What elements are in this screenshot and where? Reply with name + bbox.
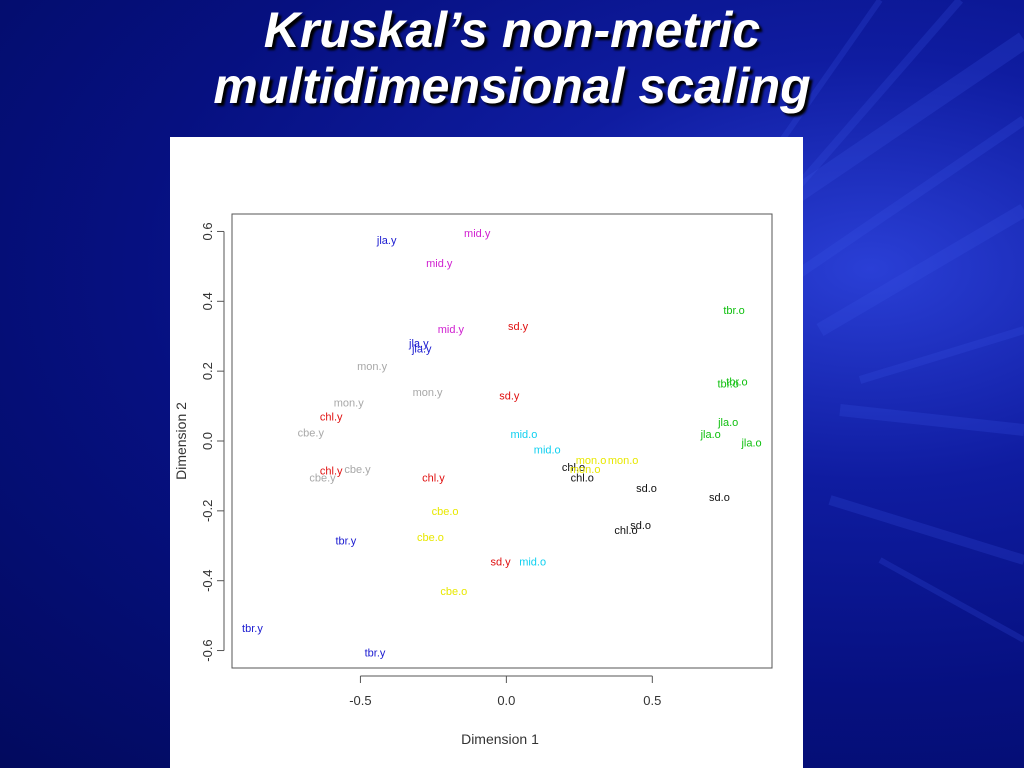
y-tick-label: -0.6 (200, 639, 215, 661)
point-label: mid.o (534, 445, 561, 457)
point-label: mid.y (426, 258, 453, 270)
chart-panel: -0.5 0.0 0.5 -0.6 -0.4 -0.2 0.0 0.2 0.4 0.6 jla.… (170, 137, 803, 768)
y-tick-label: 0.4 (200, 292, 215, 310)
point-label: mon.y (413, 387, 443, 399)
x-axis-title: Dimension 1 (461, 731, 539, 747)
mds-scatter-chart: -0.5 0.0 0.5 -0.6 -0.4 -0.2 0.0 0.2 0.4 0.6 jla.… (173, 213, 773, 747)
y-tick-label: 0.2 (200, 362, 215, 380)
point-label: mon.o (570, 464, 601, 476)
point-label: mon.y (334, 398, 364, 410)
point-label: chl.o (562, 462, 585, 474)
y-axis: -0.6 -0.4 -0.2 0.0 0.2 0.4 0.6 (200, 222, 225, 662)
point-label: mid.o (519, 556, 546, 568)
point-label: mon.y (357, 361, 387, 373)
point-label: sd.o (709, 492, 730, 504)
x-tick-label: 0.5 (643, 693, 661, 708)
point-label: jla.o (717, 417, 738, 429)
point-label: tbr.o (726, 377, 747, 389)
point-label: jla.y (376, 235, 397, 247)
point-label: cbe.o (417, 532, 444, 544)
point-label: cbe.o (440, 586, 467, 598)
point-label: sd.o (630, 520, 651, 532)
point-label: mid.o (510, 429, 537, 441)
point-label: sd.y (490, 556, 511, 568)
point-label: sd.o (636, 483, 657, 495)
point-label: jla.y (408, 338, 429, 350)
point-label: chl.y (320, 412, 343, 424)
y-tick-label: -0.2 (200, 500, 215, 522)
point-label: tbr.o (723, 305, 744, 317)
point-label: chl.o (614, 525, 637, 537)
slide-title-line2: multidimensional scaling (213, 58, 811, 114)
point-label: tbr.y (365, 647, 386, 659)
y-tick-label: 0.6 (200, 222, 215, 240)
point-label: jla.y (411, 343, 432, 355)
point-label: chl.y (320, 466, 343, 478)
point-label: cbe.o (432, 506, 459, 518)
y-tick-label: 0.0 (200, 432, 215, 450)
plot-frame (231, 213, 773, 669)
x-tick-label: 0.0 (497, 693, 515, 708)
point-label: mon.o (576, 455, 607, 467)
slide-title: Kruskal’s non-metric multidimensional sc… (0, 2, 1024, 114)
point-label: chl.o (571, 473, 594, 485)
point-label: tbr.o (718, 378, 739, 390)
point-label: cbe.y (309, 473, 336, 485)
x-axis: -0.5 0.0 0.5 (349, 675, 661, 708)
point-label: mon.o (608, 455, 639, 467)
point-label: sd.y (499, 391, 520, 403)
y-axis-title: Dimension 2 (173, 402, 189, 480)
point-label: tbr.y (242, 623, 263, 635)
x-tick-label: -0.5 (349, 693, 371, 708)
point-label: jla.o (740, 438, 761, 450)
slide-title-line1: Kruskal’s non-metric (263, 2, 761, 58)
point-label: mid.y (438, 324, 465, 336)
point-label: tbr.y (335, 536, 356, 548)
point-label: jla.o (700, 429, 721, 441)
y-tick-label: -0.4 (200, 569, 215, 591)
point-label: cbe.y (344, 464, 371, 476)
point-label: mid.y (464, 228, 491, 240)
point-label: sd.y (508, 321, 529, 333)
point-label: chl.y (422, 473, 445, 485)
point-label: cbe.y (298, 427, 325, 439)
